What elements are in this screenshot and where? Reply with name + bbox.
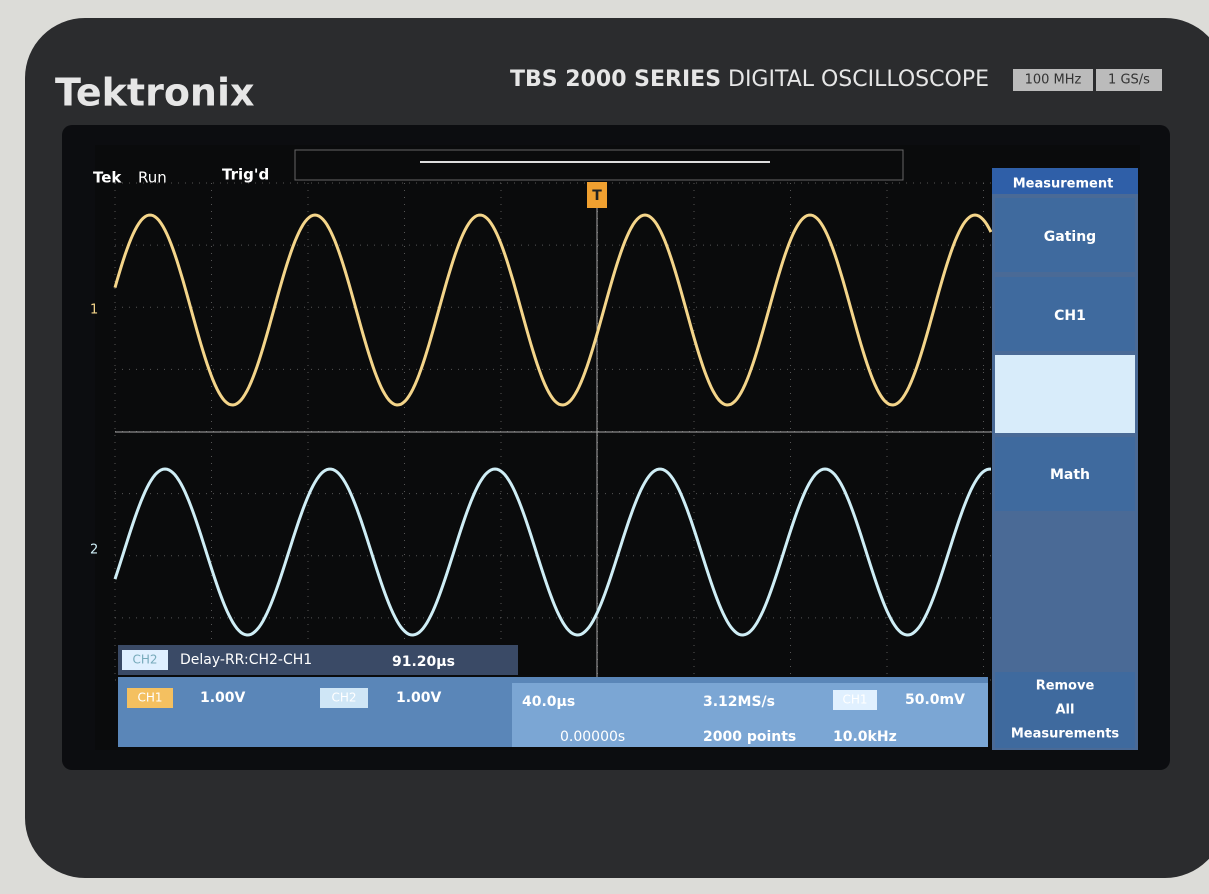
ch1-marker: 1	[90, 303, 98, 318]
measurement-bar	[118, 645, 518, 675]
run-state: Run	[138, 169, 167, 187]
trigger-level: 50.0mV	[905, 692, 965, 708]
trigger-frequency: 10.0kHz	[833, 729, 897, 745]
ch1-scale: 1.00V	[200, 690, 246, 706]
menu-item[interactable]: Math	[1050, 467, 1090, 483]
menu-title: Measurement	[1013, 177, 1114, 192]
menu-item[interactable]: Remove	[1036, 679, 1095, 694]
page: {"bezel":{"brand":"Tektronix","series":"…	[0, 0, 1209, 894]
menu-item[interactable]: CH1	[1054, 308, 1086, 324]
menu-item[interactable]: Gating	[1044, 229, 1096, 245]
measurement-name: Delay-RR:CH2-CH1	[180, 652, 312, 668]
scene: Tektronix TBS 2000 SERIES DIGITAL OSCILL…	[0, 0, 1209, 894]
menu-item[interactable]: All	[1056, 703, 1075, 718]
record-length: 2000 points	[703, 729, 796, 745]
product: DIGITAL OSCILLOSCOPE	[728, 67, 989, 92]
time-position: 0.00000s	[560, 729, 625, 745]
ch2-label: CH2	[331, 691, 356, 705]
sample-rate: 3.12MS/s	[703, 694, 775, 710]
brand: Tektronix	[55, 71, 255, 115]
menu-button-selected[interactable]	[995, 355, 1135, 433]
ch2-scale: 1.00V	[396, 690, 442, 706]
menu-item[interactable]: Measurements	[1011, 727, 1120, 742]
series: TBS 2000 SERIES	[510, 67, 721, 92]
badge-text: 100 MHz	[1025, 73, 1082, 88]
trigger-marker-text: T	[592, 188, 602, 204]
trigger-source: CH1	[842, 693, 867, 707]
ch2-marker: 2	[90, 543, 98, 558]
ch1-label: CH1	[137, 691, 162, 705]
badge-text: 1 GS/s	[1108, 73, 1150, 88]
status-logo: Tek	[93, 169, 122, 187]
measurement-source: CH2	[132, 653, 157, 667]
trigger-state: Trig'd	[222, 166, 269, 184]
time-scale: 40.0µs	[522, 694, 575, 710]
measurement-value: 91.20µs	[392, 654, 455, 670]
